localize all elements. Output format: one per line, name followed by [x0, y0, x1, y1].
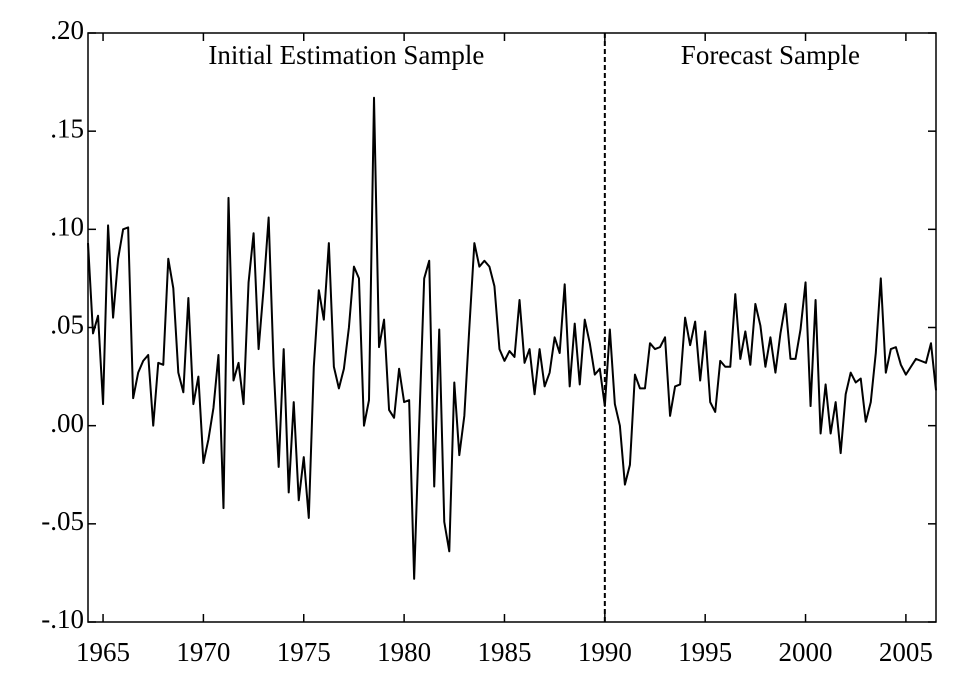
x-tick-label: 1985	[477, 637, 531, 667]
series-line	[87, 96, 937, 580]
x-tick-label: 1995	[678, 637, 732, 667]
annotation: Initial Estimation Sample	[208, 40, 484, 70]
y-tick-label: -.10	[41, 604, 84, 634]
x-tick-label: 1965	[76, 637, 130, 667]
plot-frame	[87, 32, 937, 623]
x-tick-label: 1970	[176, 637, 230, 667]
x-tick-label: 2005	[879, 637, 933, 667]
y-tick-label: .20	[50, 15, 84, 45]
x-tick-label: 1990	[578, 637, 632, 667]
y-tick-label: -.05	[41, 506, 84, 536]
annotation: Forecast Sample	[681, 40, 860, 70]
y-tick-label: .15	[50, 113, 84, 143]
x-tick-label: 1980	[377, 637, 431, 667]
y-tick-label: .00	[50, 408, 84, 438]
x-tick-label: 2000	[779, 637, 833, 667]
y-tick-label: .10	[50, 212, 84, 242]
y-tick-label: .05	[50, 310, 84, 340]
x-tick-label: 1975	[277, 637, 331, 667]
